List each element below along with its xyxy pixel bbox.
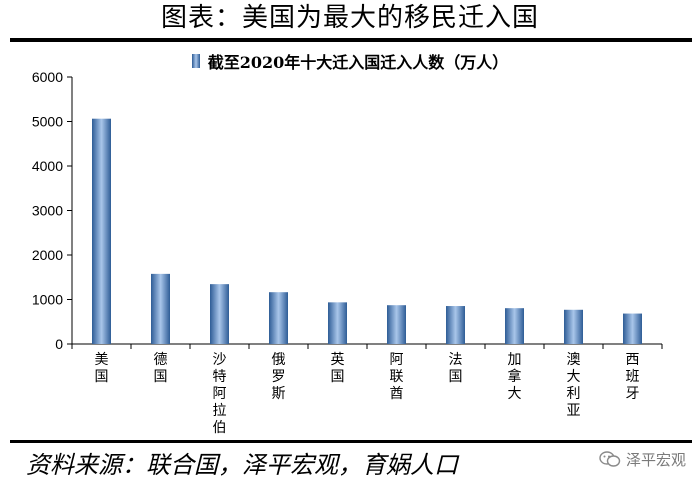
x-tick-label: 德国 — [154, 352, 168, 385]
figure-title: 图表：美国为最大的移民迁入国 — [160, 3, 539, 33]
y-tick-label: 4000 — [32, 158, 63, 174]
bar — [328, 302, 347, 344]
x-tick-label: 西班牙 — [626, 352, 640, 402]
bottom-rule — [10, 440, 692, 443]
legend-swatch — [191, 54, 200, 68]
x-tick-label: 阿联酋 — [390, 352, 404, 402]
y-tick-label: 6000 — [32, 69, 63, 85]
y-tick-label: 0 — [55, 336, 63, 352]
bar — [210, 284, 229, 344]
bar — [505, 308, 524, 344]
bar — [387, 305, 406, 344]
bar — [446, 306, 465, 344]
x-tick-label: 法国 — [449, 352, 463, 385]
bar — [564, 309, 583, 344]
bar — [151, 273, 170, 344]
bar — [269, 292, 288, 344]
y-tick-label: 2000 — [32, 247, 63, 263]
y-tick-label: 3000 — [32, 203, 63, 219]
bar — [92, 118, 111, 344]
wechat-icon — [599, 451, 621, 467]
watermark-text: 泽平宏观 — [625, 450, 686, 469]
chart-legend: 截至2020年十大迁入国迁入人数（万人） — [0, 50, 700, 72]
x-tick-label: 美国 — [95, 352, 109, 385]
bar — [623, 313, 642, 344]
y-tick-label: 5000 — [32, 114, 63, 130]
y-tick-label: 1000 — [32, 292, 63, 308]
x-tick-label: 俄罗斯 — [272, 352, 286, 402]
bar-chart: 0 1000 2000 3000 4000 5000 6000 美国 德国 沙特阿拉伯 俄罗斯 英国 阿… — [32, 69, 663, 436]
source-note: 资料来源：联合国，泽平宏观，育娲人口 — [26, 451, 458, 479]
legend-label: 截至2020年十大迁入国迁入人数（万人） — [207, 53, 509, 72]
x-tick-label: 沙特阿拉伯 — [213, 352, 227, 436]
x-tick-label: 英国 — [331, 351, 345, 385]
top-rule — [10, 38, 692, 42]
x-tick-label: 澳大利亚 — [567, 352, 581, 419]
x-tick-label: 加拿大 — [508, 352, 522, 402]
watermark: 泽平宏观 — [599, 446, 686, 472]
